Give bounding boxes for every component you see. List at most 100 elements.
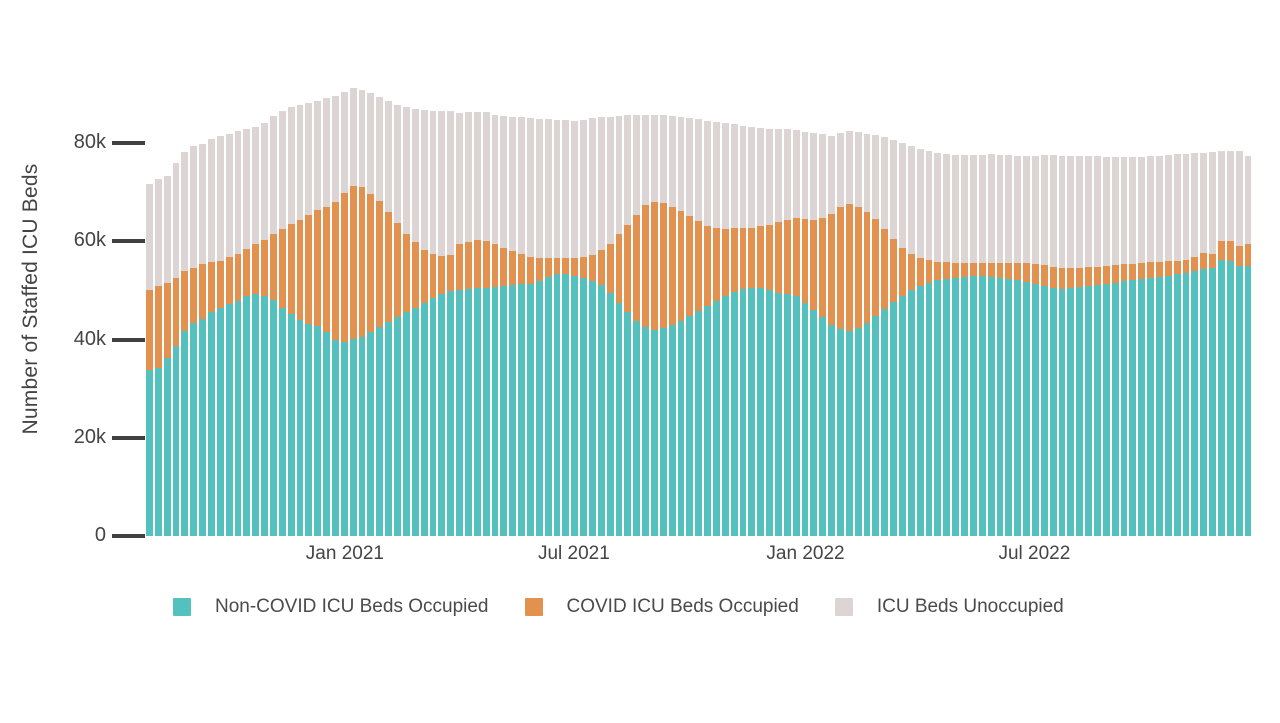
stacked-bar-week-71[interactable]: [775, 80, 782, 536]
stacked-bar-week-60[interactable]: [677, 80, 685, 536]
stacked-bar-week-51[interactable]: [597, 80, 605, 536]
stacked-bar-week-116[interactable]: [1173, 80, 1181, 536]
stacked-bar-week-32[interactable]: [429, 80, 437, 536]
stacked-bar-week-100[interactable]: [1031, 80, 1039, 536]
stacked-bar-week-18[interactable]: [305, 80, 313, 536]
stacked-bar-week-22[interactable]: [340, 80, 348, 536]
stacked-bar-week-68[interactable]: [748, 80, 756, 536]
stacked-bar-week-81[interactable]: [863, 80, 871, 536]
stacked-bar-week-37[interactable]: [473, 80, 481, 536]
stacked-bar-week-23[interactable]: [349, 80, 357, 536]
stacked-bar-week-69[interactable]: [757, 80, 765, 536]
stacked-bar-week-55[interactable]: [633, 80, 641, 536]
stacked-bar-week-79[interactable]: [845, 80, 853, 536]
stacked-bar-week-12[interactable]: [252, 80, 260, 536]
stacked-bar-week-11[interactable]: [243, 80, 251, 536]
stacked-bar-week-62[interactable]: [695, 80, 703, 536]
stacked-bar-week-113[interactable]: [1147, 80, 1154, 536]
stacked-bar-week-123[interactable]: [1235, 80, 1243, 536]
stacked-bar-week-109[interactable]: [1111, 80, 1119, 536]
stacked-bar-week-14[interactable]: [270, 80, 277, 536]
stacked-bar-week-64[interactable]: [713, 80, 720, 536]
stacked-bar-week-56[interactable]: [642, 80, 649, 536]
stacked-bar-week-3[interactable]: [172, 80, 180, 536]
stacked-bar-week-107[interactable]: [1093, 80, 1101, 536]
stacked-bar-week-89[interactable]: [934, 80, 942, 536]
stacked-bar-week-10[interactable]: [234, 80, 242, 536]
stacked-bar-week-40[interactable]: [500, 80, 508, 536]
stacked-bar-week-75[interactable]: [810, 80, 818, 536]
stacked-bar-week-120[interactable]: [1209, 80, 1216, 536]
stacked-bar-week-39[interactable]: [491, 80, 499, 536]
stacked-bar-week-52[interactable]: [606, 80, 614, 536]
stacked-bar-week-34[interactable]: [447, 80, 455, 536]
stacked-bar-week-91[interactable]: [952, 80, 960, 536]
stacked-bar-week-28[interactable]: [394, 80, 401, 536]
stacked-bar-week-50[interactable]: [588, 80, 596, 536]
stacked-bar-week-111[interactable]: [1129, 80, 1137, 536]
stacked-bar-week-35[interactable]: [456, 80, 463, 536]
stacked-bar-week-70[interactable]: [766, 80, 774, 536]
stacked-bar-week-42[interactable]: [518, 80, 525, 536]
stacked-bar-week-106[interactable]: [1085, 80, 1092, 536]
stacked-bar-week-99[interactable]: [1023, 80, 1030, 536]
stacked-bar-week-30[interactable]: [411, 80, 419, 536]
stacked-bar-week-46[interactable]: [553, 80, 561, 536]
stacked-bar-week-48[interactable]: [571, 80, 579, 536]
stacked-bar-week-103[interactable]: [1058, 80, 1066, 536]
stacked-bar-week-1[interactable]: [154, 80, 162, 536]
stacked-bar-week-117[interactable]: [1182, 80, 1190, 536]
stacked-bar-week-61[interactable]: [686, 80, 694, 536]
stacked-bar-week-124[interactable]: [1244, 80, 1252, 536]
stacked-bar-week-87[interactable]: [916, 80, 924, 536]
stacked-bar-week-54[interactable]: [624, 80, 632, 536]
stacked-bar-week-73[interactable]: [792, 80, 800, 536]
stacked-bar-week-59[interactable]: [668, 80, 676, 536]
stacked-bar-week-8[interactable]: [216, 80, 224, 536]
stacked-bar-week-13[interactable]: [261, 80, 269, 536]
legend-item-0[interactable]: Non-COVID ICU Beds Occupied: [173, 596, 489, 618]
stacked-bar-week-78[interactable]: [837, 80, 844, 536]
stacked-bar-week-110[interactable]: [1120, 80, 1128, 536]
stacked-bar-week-47[interactable]: [562, 80, 570, 536]
stacked-bar-week-121[interactable]: [1217, 80, 1225, 536]
stacked-bar-week-0[interactable]: [146, 80, 153, 536]
stacked-bar-week-86[interactable]: [907, 80, 915, 536]
stacked-bar-week-24[interactable]: [358, 80, 366, 536]
stacked-bar-week-36[interactable]: [464, 80, 472, 536]
stacked-bar-week-108[interactable]: [1102, 80, 1110, 536]
stacked-bar-week-63[interactable]: [704, 80, 711, 536]
stacked-bar-week-74[interactable]: [801, 80, 809, 536]
stacked-bar-week-33[interactable]: [438, 80, 446, 536]
stacked-bar-week-29[interactable]: [402, 80, 410, 536]
stacked-bar-week-76[interactable]: [819, 80, 827, 536]
stacked-bar-week-88[interactable]: [925, 80, 933, 536]
stacked-bar-week-19[interactable]: [314, 80, 322, 536]
stacked-bar-week-96[interactable]: [996, 80, 1004, 536]
stacked-bar-week-65[interactable]: [721, 80, 729, 536]
stacked-bar-week-115[interactable]: [1164, 80, 1172, 536]
stacked-bar-week-27[interactable]: [385, 80, 393, 536]
stacked-bar-week-101[interactable]: [1040, 80, 1048, 536]
stacked-bar-week-17[interactable]: [296, 80, 304, 536]
stacked-bar-week-58[interactable]: [659, 80, 667, 536]
stacked-bar-week-104[interactable]: [1067, 80, 1075, 536]
stacked-bar-week-20[interactable]: [323, 80, 331, 536]
stacked-bar-week-80[interactable]: [854, 80, 862, 536]
stacked-bar-week-83[interactable]: [881, 80, 889, 536]
stacked-bar-week-72[interactable]: [783, 80, 791, 536]
stacked-bar-week-118[interactable]: [1191, 80, 1199, 536]
stacked-bar-week-57[interactable]: [650, 80, 658, 536]
stacked-bar-week-94[interactable]: [978, 80, 986, 536]
stacked-bar-week-102[interactable]: [1049, 80, 1057, 536]
stacked-bar-week-93[interactable]: [969, 80, 977, 536]
stacked-bar-week-95[interactable]: [987, 80, 995, 536]
stacked-bar-week-77[interactable]: [828, 80, 836, 536]
stacked-bar-week-4[interactable]: [181, 80, 189, 536]
stacked-bar-week-26[interactable]: [376, 80, 384, 536]
stacked-bar-week-2[interactable]: [163, 80, 171, 536]
stacked-bar-week-6[interactable]: [199, 80, 207, 536]
stacked-bar-week-82[interactable]: [872, 80, 880, 536]
stacked-bar-week-5[interactable]: [190, 80, 198, 536]
stacked-bar-week-112[interactable]: [1138, 80, 1146, 536]
